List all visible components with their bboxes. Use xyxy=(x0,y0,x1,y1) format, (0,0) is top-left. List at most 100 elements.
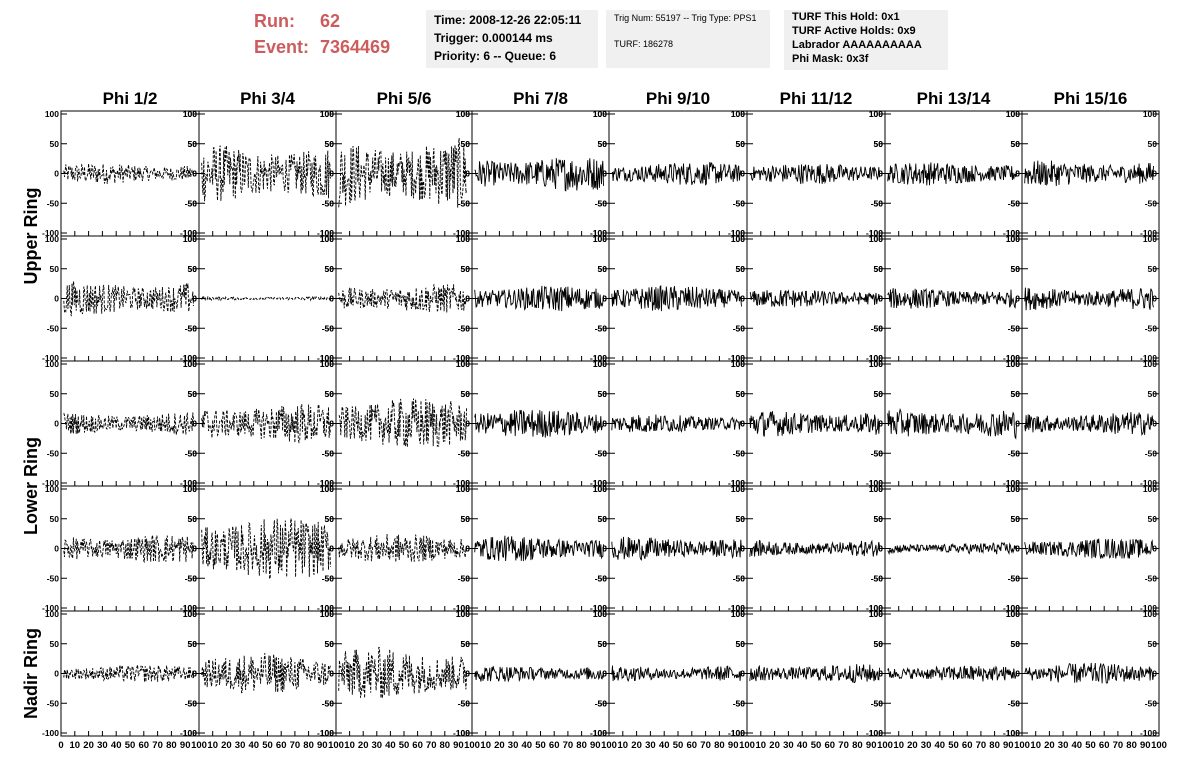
y-tick-label: 100 xyxy=(456,359,470,369)
waveform-series-r3-c4 xyxy=(474,409,604,438)
y-tick-label-right: -100 xyxy=(728,228,745,238)
y-tick-label: 0 xyxy=(602,419,607,429)
y-tick-label: 0 xyxy=(1015,669,1020,679)
y-tick-label: 50 xyxy=(874,514,884,524)
y-tick-label: 50 xyxy=(188,264,198,274)
x-tick-label: 50 xyxy=(262,740,273,751)
y-tick-label-right: -50 xyxy=(733,698,746,708)
panel-frame-r1-c2 xyxy=(198,110,337,237)
y-tick-label: 50 xyxy=(50,139,60,149)
waveform-series-r2-c4 xyxy=(474,285,604,312)
y-tick-label: 0 xyxy=(192,419,197,429)
y-tick-label-right: -100 xyxy=(180,603,197,613)
y-tick-label-right: 50 xyxy=(598,514,608,524)
x-tick-label: 40 xyxy=(249,740,260,751)
y-tick-label: -50 xyxy=(458,448,471,458)
waveform-series-r5-c7 xyxy=(887,665,1017,682)
y-tick-label-right: 50 xyxy=(461,264,471,274)
x-tick-label: 60 xyxy=(1099,740,1110,751)
y-tick-label-right: -100 xyxy=(1003,353,1020,363)
y-tick-label: -50 xyxy=(185,323,198,333)
y-tick-label: 0 xyxy=(740,169,745,179)
waveform-series-r1-c2 xyxy=(201,145,331,202)
ring-label-3: Nadir Ring xyxy=(21,628,41,719)
y-tick-label: 0 xyxy=(54,169,59,179)
y-tick-label: -50 xyxy=(458,698,471,708)
y-tick-label: 50 xyxy=(1011,139,1021,149)
x-tick-label: 30 xyxy=(235,740,246,751)
y-tick-label-right: 100 xyxy=(320,234,334,244)
x-tick-label: 40 xyxy=(1072,740,1083,751)
y-tick-label-right: -100 xyxy=(180,353,197,363)
y-tick-label: 0 xyxy=(878,419,883,429)
y-tick-label-right: 50 xyxy=(598,264,608,274)
y-tick-label-right: 0 xyxy=(192,294,197,304)
y-tick-label: 50 xyxy=(874,264,884,274)
x-tick-label: 80 xyxy=(714,740,725,751)
y-tick-label: -100 xyxy=(866,603,883,613)
y-tick-label: 0 xyxy=(465,169,470,179)
x-tick-label: 30 xyxy=(783,740,794,751)
y-tick-label-right: -100 xyxy=(453,353,470,363)
x-tick-label: 90 xyxy=(180,740,191,751)
y-tick-label: 50 xyxy=(874,139,884,149)
y-tick-label-right: -100 xyxy=(590,728,607,738)
y-tick-label: 100 xyxy=(45,109,59,119)
y-tick-label-right: 0 xyxy=(329,544,334,554)
y-tick-label: 0 xyxy=(1015,294,1020,304)
y-tick-label: -100 xyxy=(590,603,607,613)
y-tick-label: -100 xyxy=(866,728,883,738)
y-tick-label-right: -50 xyxy=(458,323,471,333)
y-tick-label-right: 50 xyxy=(874,264,884,274)
y-tick-label-right: 0 xyxy=(1015,294,1020,304)
y-tick-label-right: 50 xyxy=(1011,639,1021,649)
y-tick-label-right: 50 xyxy=(1011,139,1021,149)
y-tick-label: 50 xyxy=(598,139,608,149)
x-tick-label: 30 xyxy=(508,740,519,751)
y-tick-label: -100 xyxy=(453,228,470,238)
y-tick-label-right: 100 xyxy=(1143,359,1157,369)
x-tick-label: 30 xyxy=(1058,740,1069,751)
y-tick-label: 50 xyxy=(1011,389,1021,399)
y-tick-label: 0 xyxy=(192,169,197,179)
x-tick-label: 80 xyxy=(576,740,587,751)
y-tick-label: 0 xyxy=(602,294,607,304)
x-tick-label: 90 xyxy=(1003,740,1014,751)
y-tick-label-right: -100 xyxy=(866,353,883,363)
y-tick-label: 100 xyxy=(320,234,334,244)
y-tick-label-right: 0 xyxy=(329,169,334,179)
y-tick-label-right: -100 xyxy=(1003,603,1020,613)
y-tick-label-right: 0 xyxy=(740,419,745,429)
y-tick-label: -100 xyxy=(728,228,745,238)
panel-frame-r3-c8 xyxy=(1021,360,1160,487)
turf-active-holds-text: TURF Active Holds: 0x9 xyxy=(792,25,916,37)
x-tick-label: 50 xyxy=(399,740,410,751)
x-tick-label: 10 xyxy=(70,740,81,751)
y-tick-label: -50 xyxy=(47,448,60,458)
y-tick-label-right: 0 xyxy=(465,669,470,679)
trig-num-text: Trig Num: 55197 -- Trig Type: PPS1 xyxy=(614,13,757,23)
y-tick-label-right: 50 xyxy=(1148,514,1158,524)
y-tick-label-right: 100 xyxy=(320,609,334,619)
x-tick-label: 60 xyxy=(687,740,698,751)
y-tick-label-right: -100 xyxy=(1140,353,1157,363)
y-tick-label: 100 xyxy=(869,484,883,494)
y-tick-label: -50 xyxy=(185,198,198,208)
y-tick-label-right: 50 xyxy=(188,264,198,274)
waveform-series-r3-c2 xyxy=(201,403,331,444)
y-tick-label-right: 0 xyxy=(740,669,745,679)
y-tick-label-right: -100 xyxy=(866,603,883,613)
y-tick-label: -50 xyxy=(871,698,884,708)
y-tick-label: 50 xyxy=(598,264,608,274)
y-tick-label-right: 100 xyxy=(456,109,470,119)
y-tick-label: 100 xyxy=(1006,359,1020,369)
y-tick-label-right: 50 xyxy=(874,139,884,149)
y-tick-label: 50 xyxy=(874,639,884,649)
y-tick-label: 100 xyxy=(869,609,883,619)
y-tick-label-right: 0 xyxy=(465,419,470,429)
y-tick-label-right: 100 xyxy=(593,109,607,119)
x-tick-label: 30 xyxy=(645,740,656,751)
y-tick-label-right: -50 xyxy=(185,698,198,708)
y-tick-label-right: 50 xyxy=(1148,389,1158,399)
y-tick-label-right: -100 xyxy=(866,728,883,738)
